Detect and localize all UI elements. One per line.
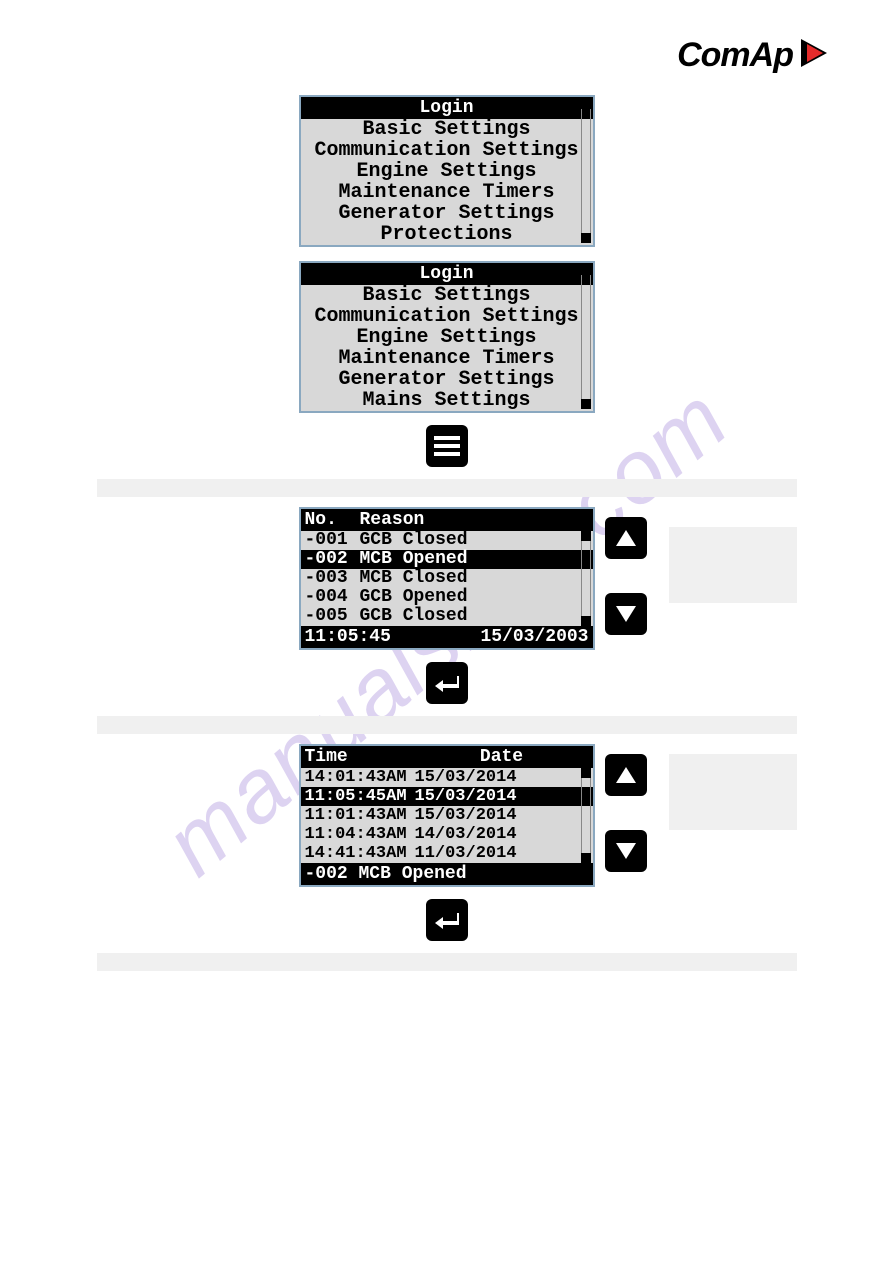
menu-item[interactable]: Protections (301, 224, 593, 245)
section-separator (97, 953, 797, 971)
menu-item[interactable]: Engine Settings (301, 327, 593, 348)
menu-item[interactable]: Engine Settings (301, 161, 593, 182)
menu-item[interactable]: Maintenance Timers (301, 348, 593, 369)
history-footer: 11:05:45 15/03/2003 (301, 626, 593, 648)
lcd-screen-login-1: Login Basic Settings Communication Setti… (299, 95, 595, 247)
lcd-screen-timedate: Time Date 14:01:43AM15/03/2014 11:05:45A… (299, 744, 595, 887)
history-row[interactable]: -005GCB Closed (301, 607, 593, 626)
lcd-scrollbar (581, 531, 591, 626)
lcd-screen-login-2: Login Basic Settings Communication Setti… (299, 261, 595, 413)
footer-date: 15/03/2003 (480, 627, 588, 647)
history-row[interactable]: -004GCB Opened (301, 588, 593, 607)
down-button[interactable] (605, 593, 647, 635)
history-row[interactable]: -003MCB Closed (301, 569, 593, 588)
timedate-row[interactable]: 11:04:43AM14/03/2014 (301, 825, 593, 844)
section-separator (97, 479, 797, 497)
history-row[interactable]: -002MCB Opened (301, 550, 593, 569)
history-header: No. Reason (301, 509, 593, 531)
timedate-header: Time Date (301, 746, 593, 768)
history-row[interactable]: -001GCB Closed (301, 531, 593, 550)
enter-button[interactable] (426, 662, 468, 704)
menu-item[interactable]: Maintenance Timers (301, 182, 593, 203)
col-time: Time (305, 747, 415, 767)
lcd-title: Login (301, 97, 593, 119)
menu-item[interactable]: Communication Settings (301, 140, 593, 161)
menu-item[interactable]: Generator Settings (301, 369, 593, 390)
up-button[interactable] (605, 517, 647, 559)
down-button[interactable] (605, 830, 647, 872)
menu-item[interactable]: Communication Settings (301, 306, 593, 327)
lcd-scrollbar (581, 768, 591, 863)
timedate-row[interactable]: 14:01:43AM15/03/2014 (301, 768, 593, 787)
enter-button[interactable] (426, 899, 468, 941)
menu-item[interactable]: Basic Settings (301, 119, 593, 140)
menu-item[interactable]: Basic Settings (301, 285, 593, 306)
timedate-row[interactable]: 14:41:43AM11/03/2014 (301, 844, 593, 863)
timedate-row[interactable]: 11:05:45AM15/03/2014 (301, 787, 593, 806)
footer-time: 11:05:45 (305, 627, 391, 647)
section-separator (97, 716, 797, 734)
menu-item[interactable]: Mains Settings (301, 390, 593, 411)
timedate-row[interactable]: 11:01:43AM15/03/2014 (301, 806, 593, 825)
col-reason: Reason (360, 510, 589, 530)
timedate-footer: -002 MCB Opened (301, 863, 593, 885)
lcd-screen-history: No. Reason -001GCB Closed -002MCB Opened… (299, 507, 595, 650)
lcd-scrollbar (581, 99, 591, 243)
menu-button[interactable] (426, 425, 468, 467)
lcd-scrollbar (581, 265, 591, 409)
col-no: No. (305, 510, 360, 530)
menu-item[interactable]: Generator Settings (301, 203, 593, 224)
col-date: Date (415, 747, 589, 767)
up-button[interactable] (605, 754, 647, 796)
lcd-title: Login (301, 263, 593, 285)
